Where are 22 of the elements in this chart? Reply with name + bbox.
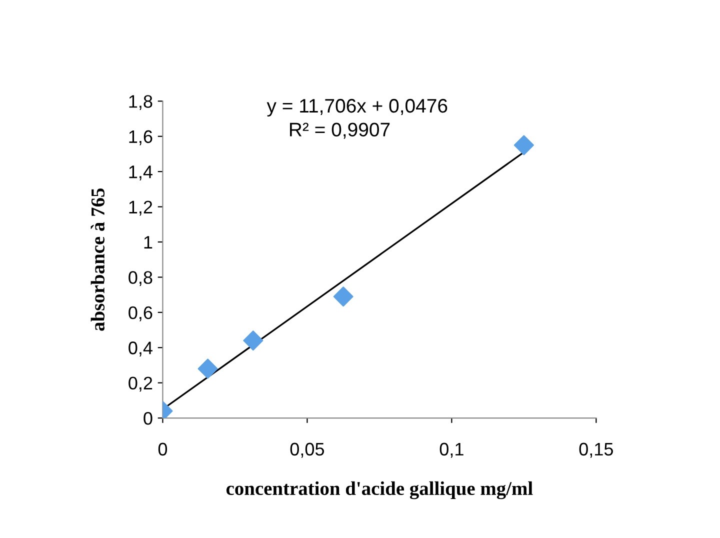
x-tick-label: 0 — [158, 442, 168, 456]
point — [333, 286, 354, 307]
x-tick-label: 0,05 — [290, 442, 324, 458]
y-tick-label: 0,8 — [128, 271, 152, 286]
x-tick-label: 0,1 — [440, 442, 464, 458]
y-tick-label: 1,8 — [129, 95, 152, 110]
point — [243, 330, 264, 351]
y-tick-label: 0 — [144, 412, 152, 425]
y-tick-label: 1,4 — [129, 166, 152, 180]
annotation: y = 11,706x + 0,0476 — [266, 98, 448, 117]
point — [514, 135, 534, 156]
y-tick-label: 1,2 — [129, 200, 152, 216]
point — [198, 358, 218, 379]
x-tick-label: 0,15 — [579, 442, 613, 458]
y-axis-title: absorbance à 765 — [90, 188, 105, 331]
x-axis-title: concentration d'acide gallique mg/ml — [226, 481, 533, 500]
annotation: R² = 0,9907 — [290, 122, 390, 139]
y-tick-label: 0,4 — [128, 342, 152, 356]
y-tick-label: 1,6 — [129, 130, 152, 146]
y-tick-label: 0,2 — [128, 376, 152, 392]
y-tick-label: 0,6 — [128, 306, 152, 322]
y-tick-label: 1 — [144, 236, 152, 249]
